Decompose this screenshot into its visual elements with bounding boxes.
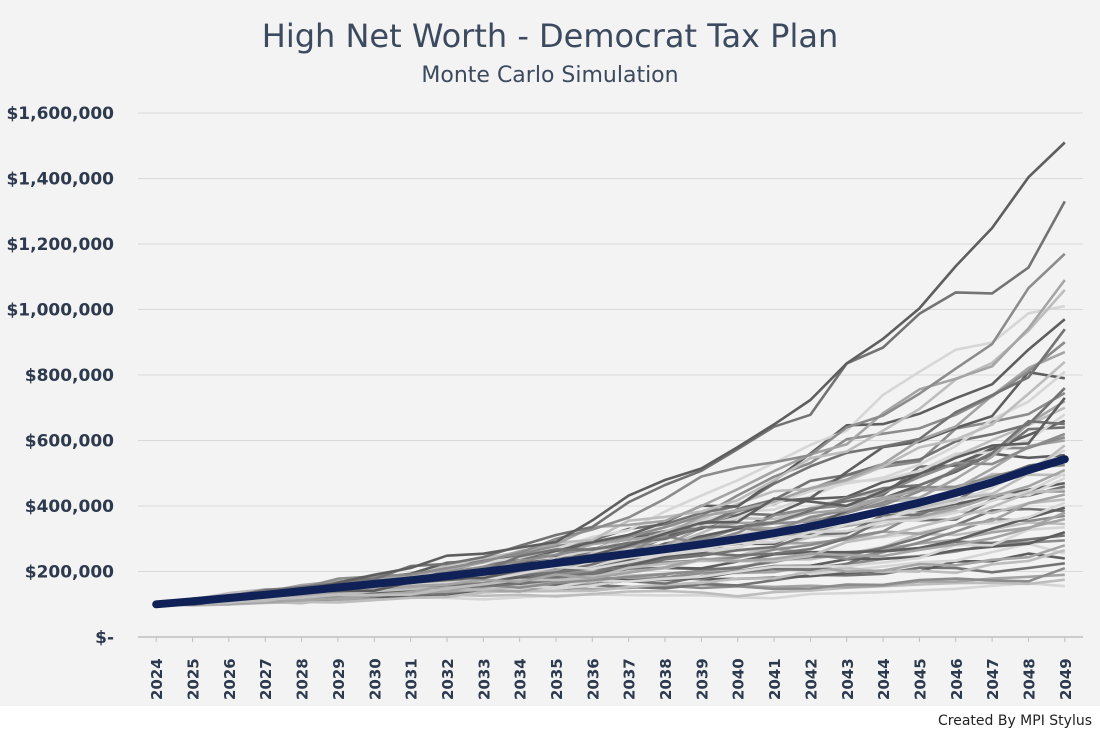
chart-panel: High Net Worth - Democrat Tax Plan Monte… (0, 0, 1100, 706)
simulation-path (156, 548, 1066, 607)
x-tick-label: 2025 (185, 658, 203, 700)
x-tick-label: 2027 (257, 658, 275, 700)
chart-title: High Net Worth - Democrat Tax Plan (262, 17, 838, 55)
x-tick-label: 2041 (766, 658, 784, 700)
mean-path (152, 455, 1069, 609)
x-tick-label: 2026 (221, 658, 239, 700)
mean-path-layer (152, 455, 1069, 609)
y-tick-label: $1,600,000 (6, 104, 114, 124)
x-tick-label: 2037 (621, 658, 639, 700)
y-tick-label: $200,000 (25, 563, 114, 583)
chart-subtitle: Monte Carlo Simulation (421, 63, 678, 88)
simulation-path (156, 488, 1065, 606)
y-tick-label: $1,400,000 (6, 170, 114, 190)
x-tick-label: 2046 (948, 658, 966, 700)
x-tick-label: 2034 (512, 658, 530, 700)
simulation-paths (156, 141, 1066, 607)
x-tick-label: 2040 (730, 658, 748, 700)
x-tick-label: 2033 (475, 658, 493, 700)
line-chart: High Net Worth - Democrat Tax Plan Monte… (6, 17, 1083, 700)
x-tick-label: 2044 (875, 658, 893, 700)
footer-credit: Created By MPI Stylus (937, 713, 1092, 729)
y-tick-label: $800,000 (25, 366, 114, 386)
x-tick-label: 2038 (657, 658, 675, 700)
x-tick-label: 2035 (548, 658, 566, 700)
simulation-path (156, 419, 1065, 606)
x-tick-label: 2024 (148, 658, 166, 700)
x-tick-label: 2047 (984, 658, 1002, 700)
simulation-path (156, 511, 1066, 606)
x-tick-label: 2049 (1057, 658, 1075, 700)
simulation-path (156, 279, 1066, 606)
y-tick-label: $400,000 (25, 497, 114, 517)
x-tick-label: 2043 (839, 658, 857, 700)
y-tick-label: $1,000,000 (6, 301, 114, 321)
x-tick-label: 2028 (294, 658, 312, 700)
y-tick-label: $600,000 (25, 432, 114, 452)
gridlines (138, 112, 1083, 572)
x-tick-label: 2039 (693, 658, 711, 700)
simulation-path (156, 200, 1066, 606)
x-tick-label: 2036 (584, 658, 602, 700)
x-axis-ticks: 2024 2025 2026 2027 2028 2029 2030 2031 2032 2033… (148, 637, 1075, 700)
x-tick-label: 2029 (330, 658, 348, 700)
x-tick-label: 2042 (802, 658, 820, 700)
x-tick-label: 2045 (911, 658, 929, 700)
x-tick-label: 2030 (366, 658, 384, 700)
x-tick-label: 2031 (403, 658, 421, 700)
x-tick-label: 2048 (1020, 658, 1038, 700)
x-tick-label: 2032 (439, 658, 457, 700)
y-tick-label: $- (95, 628, 114, 648)
y-axis-ticks: $- $200,000 $400,000 $600,000 $800,000 $1,000… (6, 104, 114, 648)
y-tick-label: $1,200,000 (6, 235, 114, 255)
